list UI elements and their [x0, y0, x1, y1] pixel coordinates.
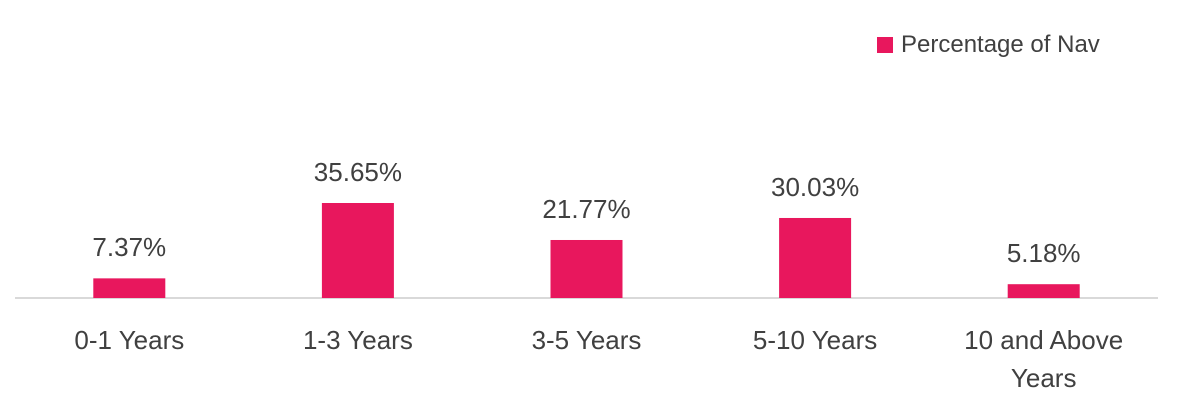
- bar: [321, 203, 394, 298]
- x-tick-label: 3-5 Years: [531, 325, 642, 355]
- bar: [779, 217, 852, 298]
- x-tick-label: 10 and Above Years: [964, 325, 1124, 393]
- value-label: 7.37%: [92, 232, 167, 263]
- bar: [93, 278, 166, 298]
- legend-swatch: [877, 37, 893, 53]
- value-label: 21.77%: [542, 193, 631, 224]
- legend-label: Percentage of Nav: [901, 31, 1100, 58]
- x-tick-label: 5-10 Years: [752, 325, 878, 355]
- x-tick-label: 1-3 Years: [302, 325, 413, 355]
- value-label: 35.65%: [313, 157, 402, 187]
- value-label: 30.03%: [771, 171, 860, 202]
- bar: [550, 239, 623, 298]
- bar: [1007, 284, 1080, 298]
- x-tick-label: 0-1 Years: [74, 325, 185, 355]
- value-label: 5.18%: [1006, 238, 1081, 269]
